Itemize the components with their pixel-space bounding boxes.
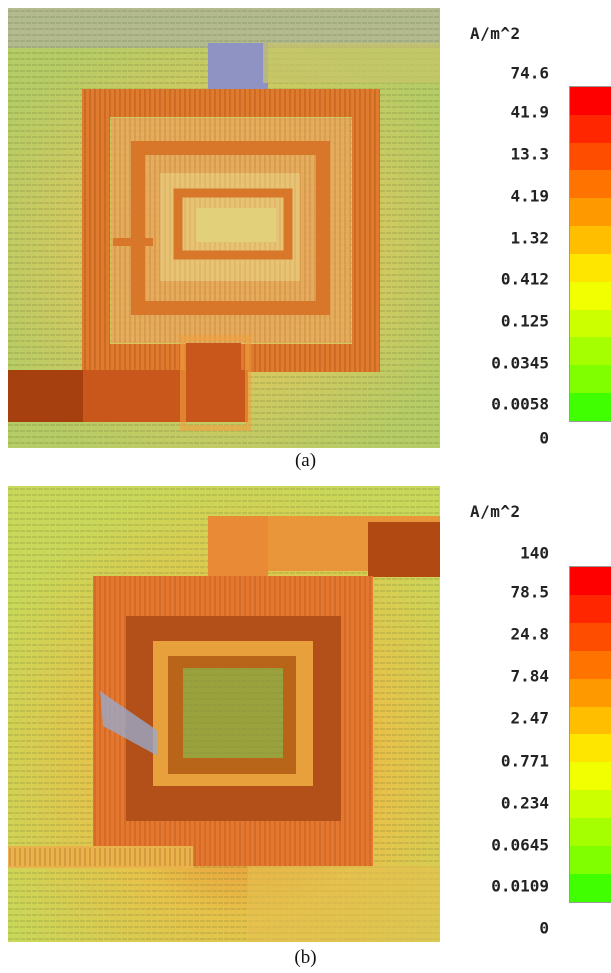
- colorbar-segment: [570, 337, 611, 366]
- panel-b: A/m^2 140 78.5 24.8 7.84 2.47 0.771 0.23…: [0, 480, 611, 973]
- colorbar-a: [569, 86, 611, 422]
- colorbar-segment: [570, 818, 611, 847]
- legend-tick-b: 140: [520, 543, 549, 563]
- caption-b: (b): [294, 947, 317, 968]
- legend-tick-a: 0: [539, 428, 549, 448]
- legend-tick-b: 0.234: [500, 793, 549, 813]
- legend-tick-b: 0.0645: [491, 835, 549, 855]
- legend-tick-a: 1.32: [510, 228, 549, 248]
- colorbar-segment: [570, 87, 611, 115]
- colorbar-segment: [570, 170, 611, 199]
- colorbar-segment: [570, 790, 611, 819]
- panel-a: A/m^2 74.6 41.9 13.3 4.19 1.32 0.412 0.1…: [0, 0, 611, 471]
- colorbar-segment: [570, 309, 611, 338]
- colorbar-segment: [570, 734, 611, 763]
- colorbar-segment: [570, 114, 611, 143]
- legend-tick-b: 24.8: [510, 624, 549, 644]
- legend-tick-a: 13.3: [510, 144, 549, 164]
- legend-tick-a: 0.412: [500, 269, 549, 289]
- current-density-plot-a: [8, 8, 440, 448]
- colorbar-segment: [570, 198, 611, 227]
- caption-a: (a): [294, 450, 317, 471]
- colorbar-segment: [570, 142, 611, 171]
- colorbar-b: [569, 566, 611, 903]
- legend-tick-b: 2.47: [510, 708, 549, 728]
- colorbar-segment: [570, 281, 611, 310]
- colorbar-segment: [570, 650, 611, 679]
- legend-tick-b: 7.84: [510, 666, 549, 686]
- legend-tick-a: 0.125: [500, 311, 549, 331]
- colorbar-segment: [570, 622, 611, 651]
- colorbar-segment: [570, 706, 611, 735]
- legend-tick-b: 0.0109: [491, 876, 549, 896]
- colorbar-segment: [570, 226, 611, 254]
- colorbar-segment: [570, 594, 611, 623]
- colorbar-segment: [570, 567, 611, 595]
- legend-tick-a: 4.19: [510, 186, 549, 206]
- colorbar-segment: [570, 873, 611, 902]
- legend-tick-b: 0: [539, 918, 549, 938]
- colorbar-segment: [570, 365, 611, 394]
- colorbar-segment: [570, 678, 611, 707]
- legend-tick-a: 74.6: [510, 63, 549, 83]
- legend-tick-a: 0.0345: [491, 353, 549, 373]
- legend-unit-label-b: A/m^2: [470, 502, 521, 521]
- colorbar-legend-b: A/m^2 140 78.5 24.8 7.84 2.47 0.771 0.23…: [442, 486, 611, 942]
- legend-unit-label-a: A/m^2: [470, 24, 521, 43]
- legend-tick-a: 41.9: [510, 102, 549, 122]
- legend-tick-b: 0.771: [500, 751, 549, 771]
- colorbar-segment: [570, 393, 611, 421]
- colorbar-legend-a: A/m^2 74.6 41.9 13.3 4.19 1.32 0.412 0.1…: [442, 8, 611, 448]
- colorbar-segment: [570, 846, 611, 874]
- colorbar-segment: [570, 762, 611, 791]
- colorbar-segment: [570, 253, 611, 282]
- legend-tick-b: 78.5: [510, 582, 549, 602]
- current-density-plot-b: [8, 486, 440, 942]
- legend-tick-a: 0.0058: [491, 394, 549, 414]
